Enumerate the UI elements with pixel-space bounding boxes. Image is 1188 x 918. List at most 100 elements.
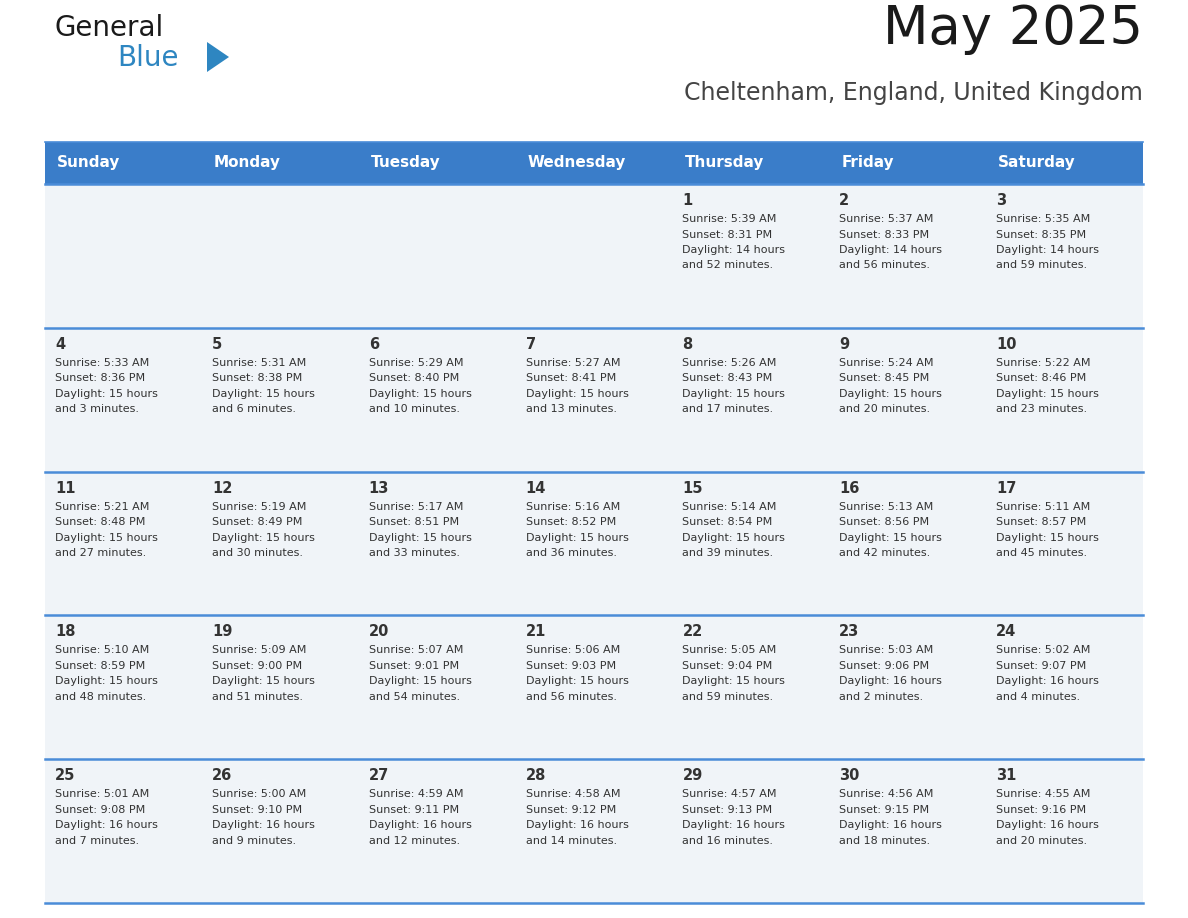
Text: 19: 19 xyxy=(211,624,232,640)
Text: Sunrise: 5:14 AM: Sunrise: 5:14 AM xyxy=(682,501,777,511)
Text: and 12 minutes.: and 12 minutes. xyxy=(368,835,460,845)
Bar xyxy=(516,759,672,903)
Bar xyxy=(986,615,1143,759)
Bar xyxy=(672,615,829,759)
Text: and 39 minutes.: and 39 minutes. xyxy=(682,548,773,558)
Text: and 14 minutes.: and 14 minutes. xyxy=(525,835,617,845)
Text: Sunset: 8:46 PM: Sunset: 8:46 PM xyxy=(997,374,1086,384)
Text: Sunrise: 5:22 AM: Sunrise: 5:22 AM xyxy=(997,358,1091,368)
Text: and 4 minutes.: and 4 minutes. xyxy=(997,692,1080,702)
Text: Daylight: 14 hours: Daylight: 14 hours xyxy=(997,245,1099,255)
Text: and 45 minutes.: and 45 minutes. xyxy=(997,548,1087,558)
Bar xyxy=(829,472,986,615)
Text: Daylight: 15 hours: Daylight: 15 hours xyxy=(211,389,315,398)
Bar xyxy=(45,328,202,472)
Text: 11: 11 xyxy=(55,481,76,496)
Text: and 48 minutes.: and 48 minutes. xyxy=(55,692,146,702)
Text: 7: 7 xyxy=(525,337,536,352)
Text: May 2025: May 2025 xyxy=(883,3,1143,55)
Text: Sunset: 9:16 PM: Sunset: 9:16 PM xyxy=(997,805,1086,814)
Text: Daylight: 15 hours: Daylight: 15 hours xyxy=(997,389,1099,398)
Text: and 20 minutes.: and 20 minutes. xyxy=(839,404,930,414)
Text: General: General xyxy=(55,14,164,42)
Text: Sunset: 9:10 PM: Sunset: 9:10 PM xyxy=(211,805,302,814)
Text: 17: 17 xyxy=(997,481,1017,496)
Text: Sunset: 9:03 PM: Sunset: 9:03 PM xyxy=(525,661,615,671)
Text: Wednesday: Wednesday xyxy=(527,155,626,171)
Text: and 52 minutes.: and 52 minutes. xyxy=(682,261,773,271)
Bar xyxy=(359,472,516,615)
Text: 9: 9 xyxy=(839,337,849,352)
Text: Sunrise: 5:10 AM: Sunrise: 5:10 AM xyxy=(55,645,150,655)
Text: 26: 26 xyxy=(211,768,232,783)
Text: Daylight: 15 hours: Daylight: 15 hours xyxy=(525,532,628,543)
Text: Daylight: 15 hours: Daylight: 15 hours xyxy=(55,677,158,687)
Text: Cheltenham, England, United Kingdom: Cheltenham, England, United Kingdom xyxy=(684,81,1143,105)
Polygon shape xyxy=(207,42,229,72)
Text: and 33 minutes.: and 33 minutes. xyxy=(368,548,460,558)
Text: Sunrise: 4:56 AM: Sunrise: 4:56 AM xyxy=(839,789,934,800)
Text: Sunrise: 5:17 AM: Sunrise: 5:17 AM xyxy=(368,501,463,511)
Bar xyxy=(45,184,202,328)
Text: Sunset: 8:45 PM: Sunset: 8:45 PM xyxy=(839,374,929,384)
Text: Sunday: Sunday xyxy=(57,155,120,171)
Text: and 54 minutes.: and 54 minutes. xyxy=(368,692,460,702)
Text: Sunset: 8:33 PM: Sunset: 8:33 PM xyxy=(839,230,929,240)
Bar xyxy=(359,184,516,328)
Bar xyxy=(202,328,359,472)
Text: 22: 22 xyxy=(682,624,702,640)
Text: Sunset: 9:12 PM: Sunset: 9:12 PM xyxy=(525,805,615,814)
Text: Sunset: 8:52 PM: Sunset: 8:52 PM xyxy=(525,517,615,527)
Text: Sunset: 8:36 PM: Sunset: 8:36 PM xyxy=(55,374,145,384)
Text: Sunrise: 4:57 AM: Sunrise: 4:57 AM xyxy=(682,789,777,800)
Bar xyxy=(516,615,672,759)
Bar xyxy=(672,472,829,615)
Text: Sunrise: 5:03 AM: Sunrise: 5:03 AM xyxy=(839,645,934,655)
Text: Daylight: 15 hours: Daylight: 15 hours xyxy=(55,389,158,398)
Text: Sunset: 9:04 PM: Sunset: 9:04 PM xyxy=(682,661,772,671)
Bar xyxy=(202,615,359,759)
Bar xyxy=(45,759,202,903)
Text: and 20 minutes.: and 20 minutes. xyxy=(997,835,1087,845)
Text: Sunrise: 5:09 AM: Sunrise: 5:09 AM xyxy=(211,645,307,655)
Text: Blue: Blue xyxy=(116,44,178,72)
Text: Sunrise: 5:06 AM: Sunrise: 5:06 AM xyxy=(525,645,620,655)
Text: and 36 minutes.: and 36 minutes. xyxy=(525,548,617,558)
Text: and 7 minutes.: and 7 minutes. xyxy=(55,835,139,845)
Text: Daylight: 15 hours: Daylight: 15 hours xyxy=(55,532,158,543)
Text: Daylight: 16 hours: Daylight: 16 hours xyxy=(55,820,158,830)
Text: Daylight: 15 hours: Daylight: 15 hours xyxy=(211,677,315,687)
Text: and 6 minutes.: and 6 minutes. xyxy=(211,404,296,414)
Text: 15: 15 xyxy=(682,481,703,496)
Bar xyxy=(359,142,516,184)
Text: Sunrise: 5:37 AM: Sunrise: 5:37 AM xyxy=(839,214,934,224)
Text: Sunrise: 5:21 AM: Sunrise: 5:21 AM xyxy=(55,501,150,511)
Text: Sunset: 8:49 PM: Sunset: 8:49 PM xyxy=(211,517,302,527)
Text: 10: 10 xyxy=(997,337,1017,352)
Text: 14: 14 xyxy=(525,481,546,496)
Text: Daylight: 16 hours: Daylight: 16 hours xyxy=(682,820,785,830)
Bar xyxy=(986,472,1143,615)
Text: and 27 minutes.: and 27 minutes. xyxy=(55,548,146,558)
Text: Daylight: 16 hours: Daylight: 16 hours xyxy=(525,820,628,830)
Text: 31: 31 xyxy=(997,768,1017,783)
Text: Sunset: 8:35 PM: Sunset: 8:35 PM xyxy=(997,230,1086,240)
Text: Sunrise: 5:19 AM: Sunrise: 5:19 AM xyxy=(211,501,307,511)
Text: Tuesday: Tuesday xyxy=(371,155,441,171)
Text: Sunset: 9:11 PM: Sunset: 9:11 PM xyxy=(368,805,459,814)
Text: Daylight: 15 hours: Daylight: 15 hours xyxy=(525,389,628,398)
Text: 30: 30 xyxy=(839,768,860,783)
Text: Sunrise: 5:16 AM: Sunrise: 5:16 AM xyxy=(525,501,620,511)
Text: Daylight: 15 hours: Daylight: 15 hours xyxy=(368,677,472,687)
Text: Daylight: 15 hours: Daylight: 15 hours xyxy=(682,532,785,543)
Text: and 18 minutes.: and 18 minutes. xyxy=(839,835,930,845)
Bar xyxy=(829,759,986,903)
Text: Daylight: 15 hours: Daylight: 15 hours xyxy=(211,532,315,543)
Bar xyxy=(829,142,986,184)
Bar xyxy=(986,328,1143,472)
Text: and 9 minutes.: and 9 minutes. xyxy=(211,835,296,845)
Text: Sunrise: 5:27 AM: Sunrise: 5:27 AM xyxy=(525,358,620,368)
Text: and 59 minutes.: and 59 minutes. xyxy=(997,261,1087,271)
Text: and 10 minutes.: and 10 minutes. xyxy=(368,404,460,414)
Text: Sunset: 9:01 PM: Sunset: 9:01 PM xyxy=(368,661,459,671)
